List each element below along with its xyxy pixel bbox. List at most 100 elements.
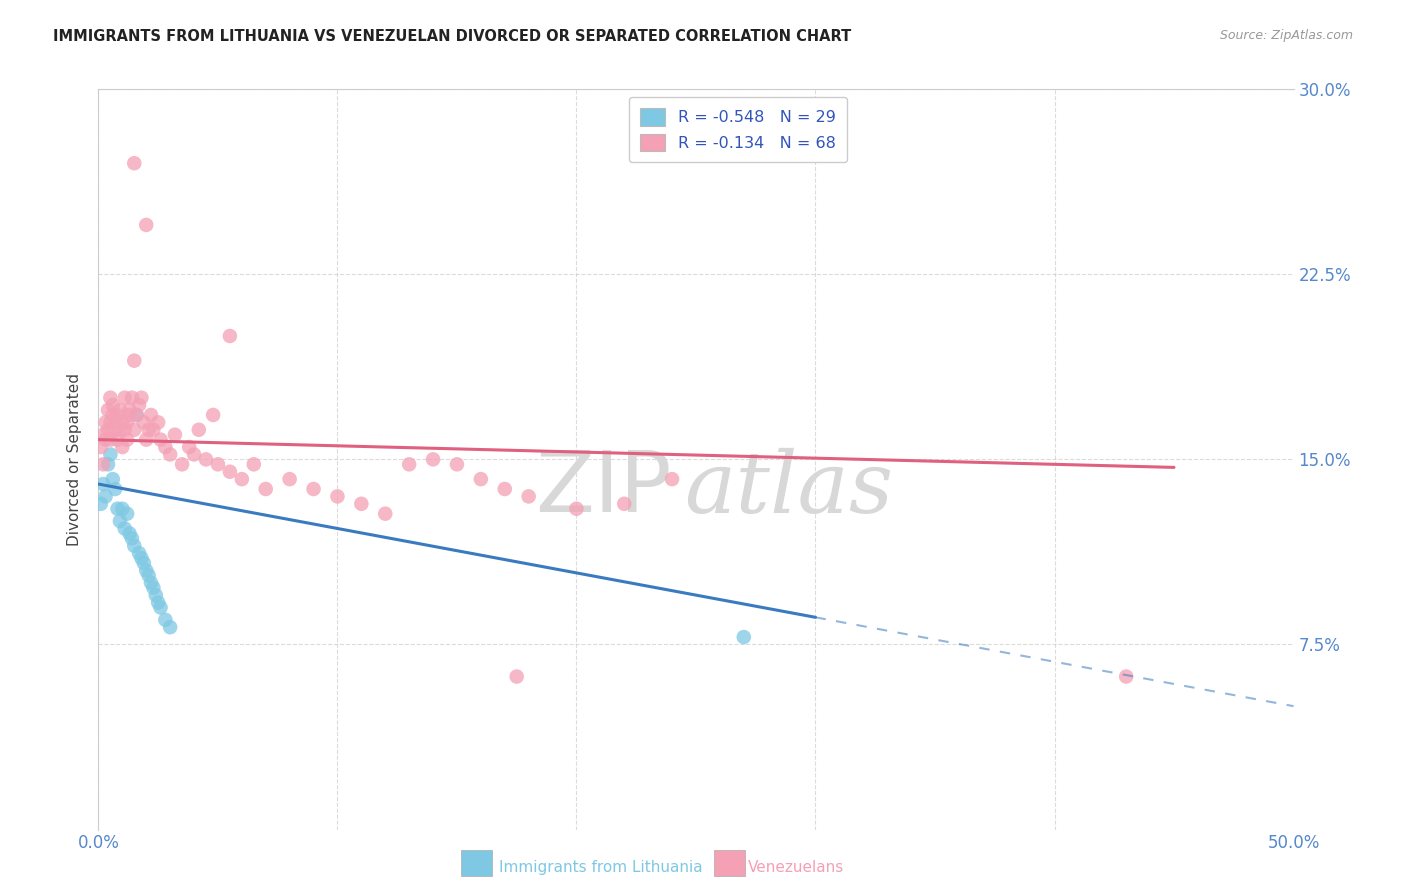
- Point: [111, 501, 134, 516]
- Point: [661, 472, 683, 486]
- Point: [138, 423, 160, 437]
- Point: [446, 458, 468, 472]
- Y-axis label: Divorced or Separated: Divorced or Separated: [67, 373, 83, 546]
- Point: [111, 440, 134, 454]
- Point: [326, 489, 349, 503]
- Point: [172, 458, 194, 472]
- Point: [302, 482, 325, 496]
- Point: [131, 551, 153, 566]
- Point: [115, 433, 138, 447]
- Point: [179, 440, 201, 454]
- Text: Source: ZipAtlas.com: Source: ZipAtlas.com: [1219, 29, 1353, 42]
- Point: [107, 501, 129, 516]
- Point: [243, 458, 266, 472]
- Text: ZIP: ZIP: [536, 448, 672, 531]
- Point: [135, 564, 157, 578]
- Point: [132, 415, 155, 429]
- Point: [91, 458, 114, 472]
- Text: Immigrants from Lithuania: Immigrants from Lithuania: [499, 860, 703, 874]
- Point: [613, 497, 636, 511]
- Point: [148, 595, 170, 609]
- Point: [149, 600, 172, 615]
- Point: [94, 433, 117, 447]
- Point: [108, 403, 131, 417]
- Point: [135, 218, 157, 232]
- Point: [202, 408, 225, 422]
- Point: [139, 408, 162, 422]
- Point: [104, 415, 127, 429]
- Point: [98, 447, 122, 461]
- Point: [733, 630, 755, 644]
- Point: [94, 489, 117, 503]
- Point: [115, 415, 138, 429]
- Point: [195, 452, 218, 467]
- Point: [108, 514, 131, 528]
- Point: [114, 391, 136, 405]
- Point: [219, 465, 242, 479]
- Point: [187, 423, 209, 437]
- Point: [124, 353, 146, 368]
- Point: [108, 423, 131, 437]
- Point: [124, 156, 146, 170]
- Point: [101, 408, 124, 422]
- Point: [422, 452, 444, 467]
- Point: [91, 427, 114, 442]
- Point: [142, 581, 165, 595]
- Point: [91, 477, 114, 491]
- Point: [90, 497, 112, 511]
- Point: [159, 620, 181, 634]
- Point: [135, 433, 157, 447]
- Point: [125, 408, 148, 422]
- Point: [118, 403, 141, 417]
- Text: IMMIGRANTS FROM LITHUANIA VS VENEZUELAN DIVORCED OR SEPARATED CORRELATION CHART: IMMIGRANTS FROM LITHUANIA VS VENEZUELAN …: [53, 29, 852, 44]
- Point: [131, 391, 153, 405]
- Point: [90, 440, 112, 454]
- Point: [114, 423, 136, 437]
- Point: [278, 472, 301, 486]
- Text: Venezuelans: Venezuelans: [748, 860, 844, 874]
- Point: [98, 415, 122, 429]
- Point: [121, 532, 143, 546]
- Point: [470, 472, 492, 486]
- Point: [98, 433, 122, 447]
- Point: [145, 588, 167, 602]
- Point: [97, 423, 120, 437]
- Point: [98, 391, 122, 405]
- Point: [148, 415, 170, 429]
- Text: atlas: atlas: [685, 448, 893, 531]
- Point: [142, 423, 165, 437]
- Point: [128, 546, 150, 560]
- Point: [155, 440, 177, 454]
- Point: [94, 415, 117, 429]
- Point: [114, 521, 136, 535]
- Point: [159, 447, 181, 461]
- Point: [118, 408, 141, 422]
- Point: [128, 398, 150, 412]
- Point: [104, 482, 127, 496]
- Point: [219, 329, 242, 343]
- Point: [231, 472, 253, 486]
- Point: [111, 415, 134, 429]
- Point: [97, 403, 120, 417]
- Point: [183, 447, 205, 461]
- Legend: R = -0.548   N = 29, R = -0.134   N = 68: R = -0.548 N = 29, R = -0.134 N = 68: [628, 97, 846, 162]
- Point: [132, 556, 155, 570]
- Point: [494, 482, 516, 496]
- Point: [138, 568, 160, 582]
- Point: [101, 398, 124, 412]
- Point: [517, 489, 540, 503]
- Point: [115, 507, 138, 521]
- Point: [565, 501, 588, 516]
- Point: [207, 458, 229, 472]
- Point: [350, 497, 373, 511]
- Point: [254, 482, 277, 496]
- Point: [163, 427, 186, 442]
- Point: [1115, 669, 1137, 683]
- Point: [374, 507, 396, 521]
- Point: [149, 433, 172, 447]
- Point: [398, 458, 420, 472]
- Point: [125, 408, 148, 422]
- Point: [97, 458, 120, 472]
- Point: [124, 539, 146, 553]
- Point: [104, 423, 127, 437]
